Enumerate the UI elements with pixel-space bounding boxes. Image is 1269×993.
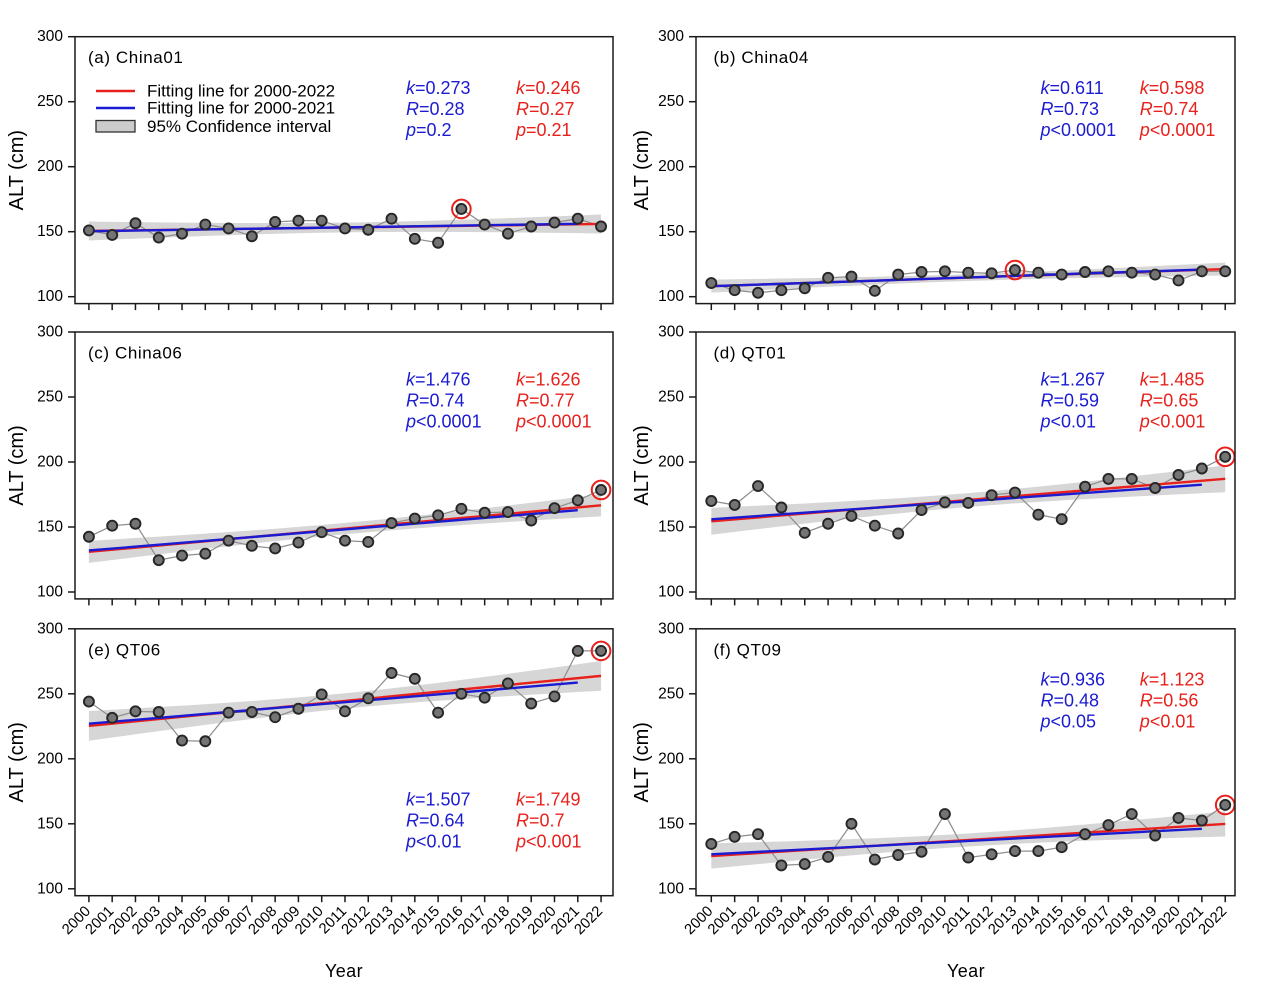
svg-text:250: 250 bbox=[658, 389, 684, 406]
svg-text:100: 100 bbox=[37, 880, 63, 897]
svg-text:Fitting line for 2000-2021: Fitting line for 2000-2021 bbox=[147, 99, 335, 118]
svg-text:100: 100 bbox=[658, 880, 684, 897]
svg-text:R=0.56: R=0.56 bbox=[1140, 691, 1199, 711]
svg-text:250: 250 bbox=[37, 93, 63, 110]
svg-text:300: 300 bbox=[658, 28, 684, 45]
svg-text:p<0.05: p<0.05 bbox=[1040, 712, 1097, 732]
svg-text:p<0.01: p<0.01 bbox=[1139, 712, 1196, 732]
svg-text:300: 300 bbox=[37, 324, 63, 341]
svg-text:k=1.626: k=1.626 bbox=[516, 370, 581, 390]
svg-text:R=0.28: R=0.28 bbox=[406, 99, 465, 119]
svg-text:ALT (cm): ALT (cm) bbox=[631, 722, 653, 802]
svg-text:p<0.001: p<0.001 bbox=[1139, 412, 1206, 432]
svg-text:100: 100 bbox=[658, 584, 684, 601]
svg-text:R=0.7: R=0.7 bbox=[516, 811, 565, 831]
svg-text:150: 150 bbox=[658, 519, 684, 536]
svg-text:R=0.65: R=0.65 bbox=[1140, 391, 1199, 411]
svg-text:200: 200 bbox=[37, 750, 63, 767]
svg-text:Year: Year bbox=[325, 961, 363, 981]
svg-text:250: 250 bbox=[37, 685, 63, 702]
svg-text:300: 300 bbox=[37, 620, 63, 637]
svg-text:ALT (cm): ALT (cm) bbox=[631, 425, 653, 505]
svg-text:250: 250 bbox=[658, 685, 684, 702]
svg-text:100: 100 bbox=[658, 288, 684, 305]
svg-text:R=0.48: R=0.48 bbox=[1041, 691, 1100, 711]
svg-text:150: 150 bbox=[37, 519, 63, 536]
svg-text:200: 200 bbox=[37, 158, 63, 175]
svg-text:(e) QT06: (e) QT06 bbox=[88, 640, 161, 659]
svg-text:k=0.936: k=0.936 bbox=[1041, 670, 1106, 690]
svg-text:p<0.01: p<0.01 bbox=[405, 832, 462, 852]
svg-text:ALT (cm): ALT (cm) bbox=[6, 130, 28, 210]
svg-text:p<0.01: p<0.01 bbox=[1040, 412, 1097, 432]
svg-text:R=0.74: R=0.74 bbox=[406, 391, 465, 411]
svg-text:k=1.507: k=1.507 bbox=[406, 790, 471, 810]
svg-text:R=0.74: R=0.74 bbox=[1140, 99, 1199, 119]
svg-text:p<0.0001: p<0.0001 bbox=[1040, 120, 1117, 140]
svg-text:250: 250 bbox=[37, 389, 63, 406]
svg-text:(f) QT09: (f) QT09 bbox=[714, 640, 782, 659]
svg-text:150: 150 bbox=[658, 815, 684, 832]
svg-text:R=0.27: R=0.27 bbox=[516, 99, 575, 119]
svg-text:k=1.749: k=1.749 bbox=[516, 790, 581, 810]
svg-text:p=0.21: p=0.21 bbox=[515, 120, 572, 140]
svg-text:150: 150 bbox=[37, 815, 63, 832]
svg-text:(b) China04: (b) China04 bbox=[714, 48, 809, 67]
svg-text:300: 300 bbox=[658, 620, 684, 637]
svg-text:200: 200 bbox=[658, 454, 684, 471]
svg-text:p<0.0001: p<0.0001 bbox=[1139, 120, 1216, 140]
svg-text:k=0.246: k=0.246 bbox=[516, 78, 581, 98]
svg-text:R=0.59: R=0.59 bbox=[1041, 391, 1100, 411]
svg-text:250: 250 bbox=[658, 93, 684, 110]
svg-text:(d) QT01: (d) QT01 bbox=[714, 344, 787, 363]
svg-text:k=0.611: k=0.611 bbox=[1041, 78, 1104, 98]
svg-text:k=0.598: k=0.598 bbox=[1140, 78, 1205, 98]
svg-text:ALT (cm): ALT (cm) bbox=[6, 425, 28, 505]
svg-text:200: 200 bbox=[658, 750, 684, 767]
svg-text:p=0.2: p=0.2 bbox=[405, 120, 452, 140]
svg-text:100: 100 bbox=[37, 584, 63, 601]
svg-text:R=0.73: R=0.73 bbox=[1041, 99, 1100, 119]
svg-text:ALT (cm): ALT (cm) bbox=[6, 722, 28, 802]
svg-text:300: 300 bbox=[37, 28, 63, 45]
svg-text:R=0.77: R=0.77 bbox=[516, 391, 575, 411]
svg-text:(a) China01: (a) China01 bbox=[88, 48, 183, 67]
svg-text:95% Confidence interval: 95% Confidence interval bbox=[147, 117, 331, 136]
svg-text:ALT (cm): ALT (cm) bbox=[631, 130, 653, 210]
svg-text:200: 200 bbox=[658, 158, 684, 175]
svg-text:Fitting line for 2000-2022: Fitting line for 2000-2022 bbox=[147, 82, 335, 101]
svg-text:100: 100 bbox=[37, 288, 63, 305]
svg-text:k=1.485: k=1.485 bbox=[1140, 370, 1205, 390]
svg-text:Year: Year bbox=[947, 961, 985, 981]
svg-text:k=1.476: k=1.476 bbox=[406, 370, 471, 390]
svg-text:300: 300 bbox=[658, 324, 684, 341]
svg-text:k=1.267: k=1.267 bbox=[1041, 370, 1106, 390]
svg-text:200: 200 bbox=[37, 454, 63, 471]
svg-text:k=1.123: k=1.123 bbox=[1140, 670, 1205, 690]
svg-text:R=0.64: R=0.64 bbox=[406, 811, 465, 831]
svg-text:150: 150 bbox=[37, 223, 63, 240]
svg-text:150: 150 bbox=[658, 223, 684, 240]
svg-text:p<0.0001: p<0.0001 bbox=[515, 412, 592, 432]
svg-text:k=0.273: k=0.273 bbox=[406, 78, 471, 98]
svg-text:p<0.001: p<0.001 bbox=[515, 832, 582, 852]
svg-text:p<0.0001: p<0.0001 bbox=[405, 412, 482, 432]
svg-text:(c) China06: (c) China06 bbox=[88, 344, 182, 363]
